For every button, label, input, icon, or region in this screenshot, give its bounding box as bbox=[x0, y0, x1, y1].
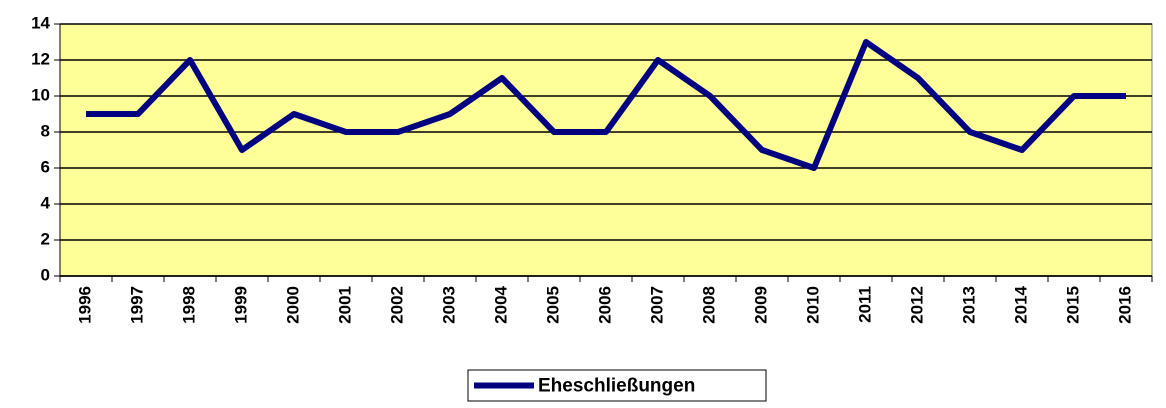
y-tick-label: 12 bbox=[31, 49, 50, 68]
x-tick-label: 2013 bbox=[959, 286, 978, 324]
y-tick-label: 4 bbox=[41, 193, 51, 212]
y-tick-label: 2 bbox=[41, 229, 50, 248]
y-tick-label: 0 bbox=[41, 265, 50, 284]
x-tick-label: 2012 bbox=[907, 286, 926, 324]
x-tick-label: 2009 bbox=[751, 286, 770, 324]
legend-label: Eheschließungen bbox=[538, 376, 695, 397]
legend bbox=[467, 369, 767, 402]
x-tick-label: 2000 bbox=[283, 286, 302, 324]
x-tick-label: 2014 bbox=[1011, 285, 1030, 323]
x-tick-label: 2002 bbox=[387, 286, 406, 324]
y-tick-label: 6 bbox=[41, 157, 50, 176]
x-tick-label: 1997 bbox=[127, 286, 146, 324]
y-tick-label: 14 bbox=[31, 13, 50, 32]
y-tick-label: 10 bbox=[31, 85, 50, 104]
x-tick-label: 2007 bbox=[647, 286, 666, 324]
x-tick-label: 2015 bbox=[1063, 286, 1082, 324]
x-tick-label: 2003 bbox=[439, 286, 458, 324]
x-tick-label: 2016 bbox=[1115, 286, 1134, 324]
x-tick-label: 2010 bbox=[803, 286, 822, 324]
x-tick-label: 2001 bbox=[335, 286, 354, 324]
y-tick-label: 8 bbox=[41, 121, 50, 140]
x-tick-label: 2011 bbox=[855, 286, 874, 323]
line bbox=[86, 39, 1126, 171]
x-tick-label: 1996 bbox=[75, 286, 94, 324]
x-tick-label: 1998 bbox=[179, 286, 198, 324]
x-tick-label: 2008 bbox=[699, 286, 718, 324]
x-tick-label: 2004 bbox=[491, 285, 510, 323]
x-tick-label: 1999 bbox=[231, 286, 250, 324]
x-tick-label: 2006 bbox=[595, 286, 614, 324]
plot-area bbox=[59, 23, 1153, 277]
x-tick-label: 2005 bbox=[543, 286, 562, 324]
